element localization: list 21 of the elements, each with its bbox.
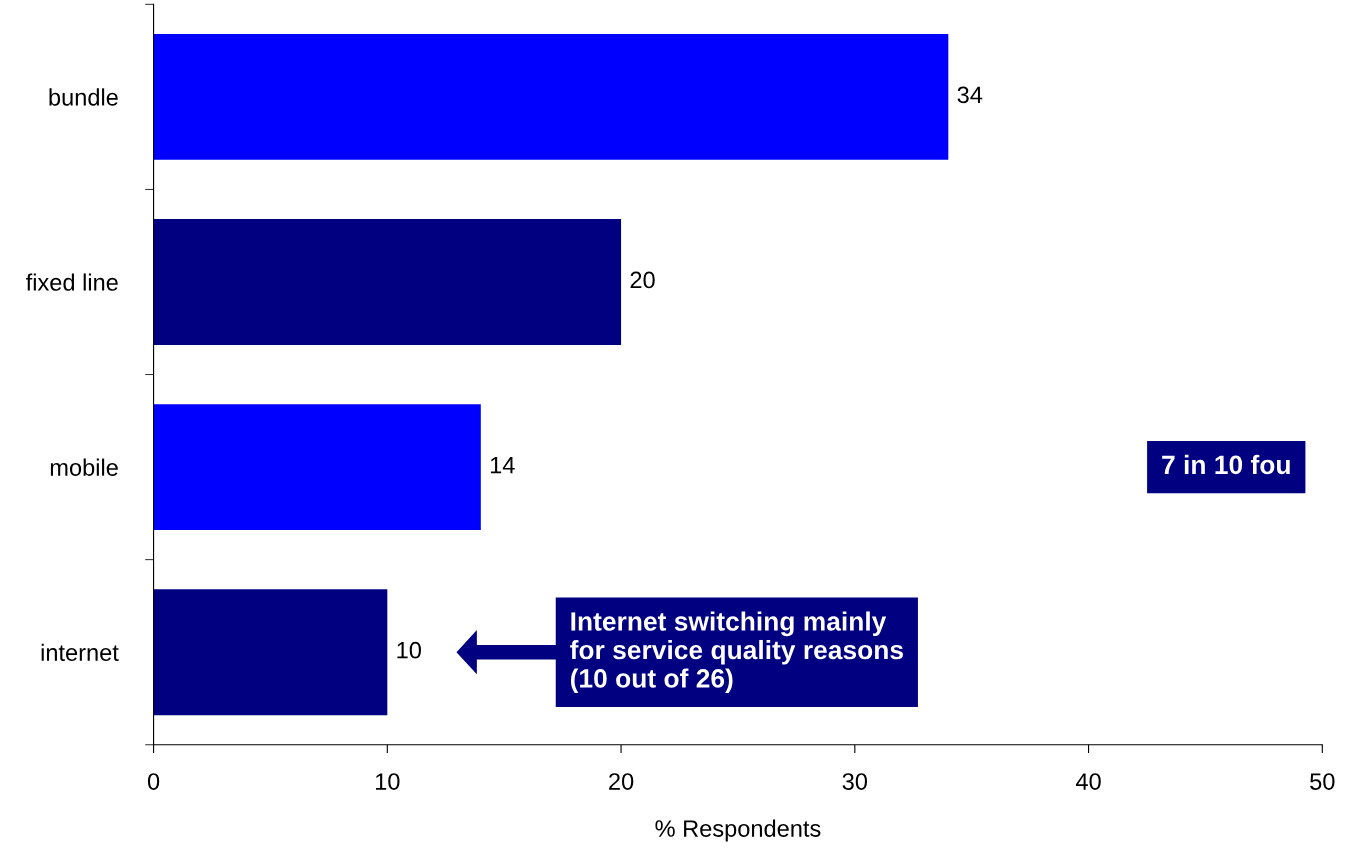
x-axis-title: % Respondents [655, 819, 821, 842]
x-tick-label: 10 [375, 773, 400, 790]
y-tick-label: fixed line [26, 273, 118, 291]
annotation: Internet switching mainly for service quality reasons (10 out of 26) [570, 611, 903, 693]
data-label: 10 [397, 641, 421, 659]
x-tick-label: 20 [609, 773, 634, 790]
y-tick-label: bundle [49, 88, 118, 106]
annotation: 7 in 10 fou [1162, 454, 1290, 475]
data-label: 20 [630, 271, 655, 289]
y-tick-label: mobile [50, 458, 118, 476]
bar [153, 33, 949, 160]
data-label: 14 [490, 456, 515, 474]
x-tick-label: 30 [842, 773, 868, 790]
x-tick-label: 50 [1310, 773, 1335, 790]
x-tick-label: 40 [1075, 773, 1101, 790]
x-tick-label: 0 [147, 773, 160, 790]
bar [153, 589, 388, 716]
data-label: 34 [957, 86, 983, 104]
y-tick-label: internet [41, 643, 119, 661]
bar [153, 219, 622, 345]
bar [153, 404, 481, 531]
